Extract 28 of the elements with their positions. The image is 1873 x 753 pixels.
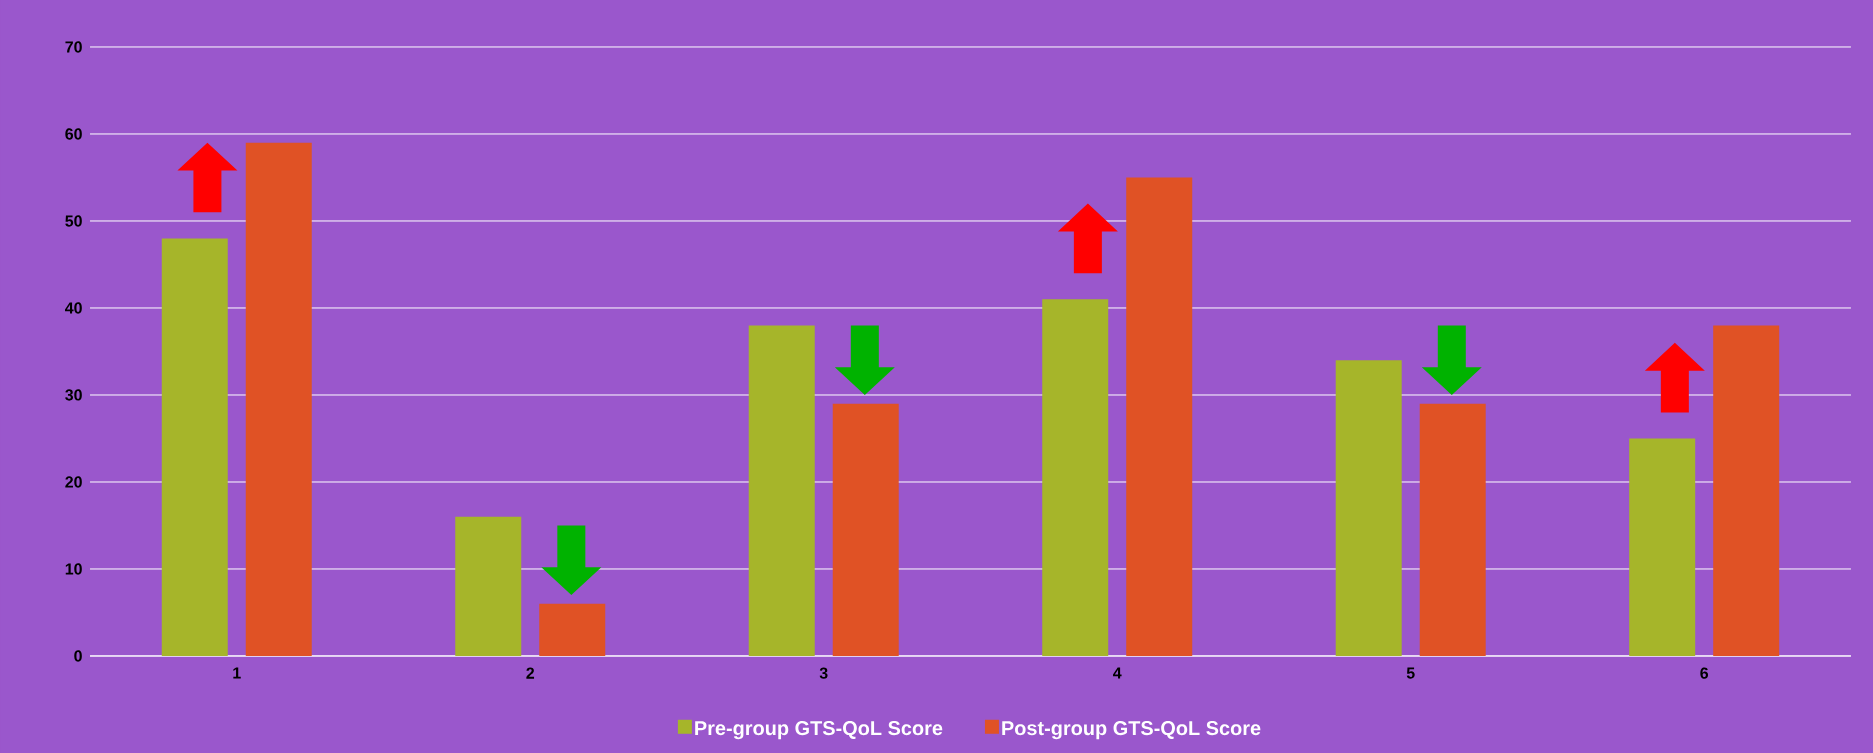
x-tick-label: 3 xyxy=(819,667,828,679)
bar xyxy=(161,238,228,656)
y-tick-label: 60 xyxy=(65,128,82,140)
x-tick-label: 4 xyxy=(1113,667,1122,679)
bar xyxy=(1042,299,1109,656)
y-tick-label: 20 xyxy=(65,476,82,488)
y-tick-label: 30 xyxy=(65,389,82,401)
x-tick-label: 6 xyxy=(1700,667,1709,679)
bar xyxy=(1335,360,1402,656)
legend-label: Pre-group GTS-QoL Score xyxy=(695,721,943,740)
bar xyxy=(1629,438,1696,656)
bar xyxy=(245,142,312,656)
x-tick-label: 5 xyxy=(1406,667,1415,679)
bar xyxy=(832,403,899,656)
y-tick-label: 70 xyxy=(65,41,82,53)
y-tick-label: 40 xyxy=(65,302,82,314)
x-tick-label: 2 xyxy=(526,667,535,679)
bar xyxy=(1713,325,1780,656)
bar xyxy=(1419,403,1486,656)
bar xyxy=(1126,177,1193,656)
y-tick-label: 10 xyxy=(65,563,82,575)
bar xyxy=(455,516,522,656)
x-tick-label: 1 xyxy=(233,667,241,679)
y-tick-label: 0 xyxy=(74,650,82,662)
legend-label: Post-group GTS-QoL Score xyxy=(1002,721,1261,740)
y-tick-label: 50 xyxy=(65,215,82,227)
bar xyxy=(539,603,606,656)
bar xyxy=(748,325,815,656)
